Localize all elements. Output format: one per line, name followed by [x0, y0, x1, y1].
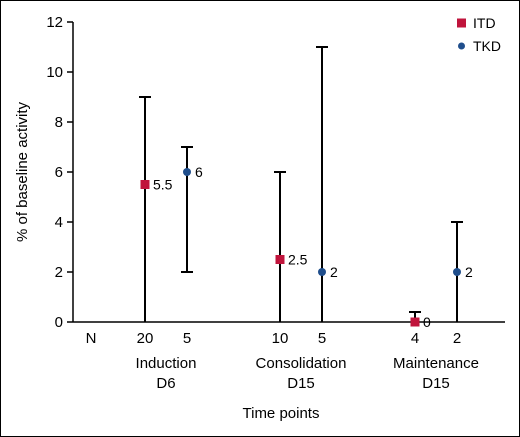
- data-label: 2: [330, 264, 338, 280]
- y-tick-label: 0: [55, 314, 63, 331]
- y-tick-label: 6: [55, 164, 63, 181]
- legend-label: ITD: [473, 15, 496, 31]
- n-label: 2: [453, 330, 461, 347]
- y-tick-label: 8: [55, 114, 63, 131]
- data-label: 6: [195, 164, 203, 180]
- data-label: 0: [423, 314, 431, 330]
- data-label: 2.5: [288, 252, 308, 268]
- y-tick-label: 12: [46, 14, 63, 31]
- data-point-tkd: [318, 268, 326, 276]
- data-point-tkd: [453, 268, 461, 276]
- group-label-sub: D15: [287, 375, 315, 392]
- group-label: Consolidation: [256, 355, 347, 372]
- data-point-itd: [410, 317, 420, 327]
- chart-marks: 5.5 2.5 0 6 2 2: [139, 46, 473, 330]
- group-label-sub: D6: [156, 375, 175, 392]
- y-axis: 0 2 4 6 8 10 12: [46, 14, 74, 331]
- legend-swatch-itd: [457, 18, 466, 28]
- data-label: 2: [465, 264, 473, 280]
- data-point-tkd: [183, 168, 191, 176]
- x-labels: 20 10 4 5 5 2 N Induction D6 Consolidation D15 Main…: [86, 330, 479, 392]
- data-point-itd: [275, 255, 285, 264]
- n-label: 4: [411, 330, 419, 347]
- group-label-sub: D15: [422, 375, 450, 392]
- y-axis-title: % of baseline activity: [14, 101, 31, 242]
- x-axis-title: Time points: [243, 405, 320, 422]
- y-tick-label: 4: [55, 214, 63, 231]
- legend-swatch-tkd: [458, 42, 465, 50]
- n-label: 20: [137, 330, 154, 347]
- group-label: Induction: [136, 355, 197, 372]
- y-tick-label: 10: [46, 64, 63, 81]
- n-label: 10: [272, 330, 289, 347]
- n-label: 5: [183, 330, 191, 347]
- y-tick-label: 2: [55, 264, 63, 281]
- legend-label: TKD: [473, 38, 501, 54]
- legend: ITD TKD: [457, 15, 501, 54]
- n-row-label: N: [86, 330, 97, 347]
- data-point-itd: [140, 180, 150, 189]
- data-label: 5.5: [153, 177, 173, 193]
- n-label: 5: [318, 330, 326, 347]
- group-label: Maintenance: [393, 355, 479, 372]
